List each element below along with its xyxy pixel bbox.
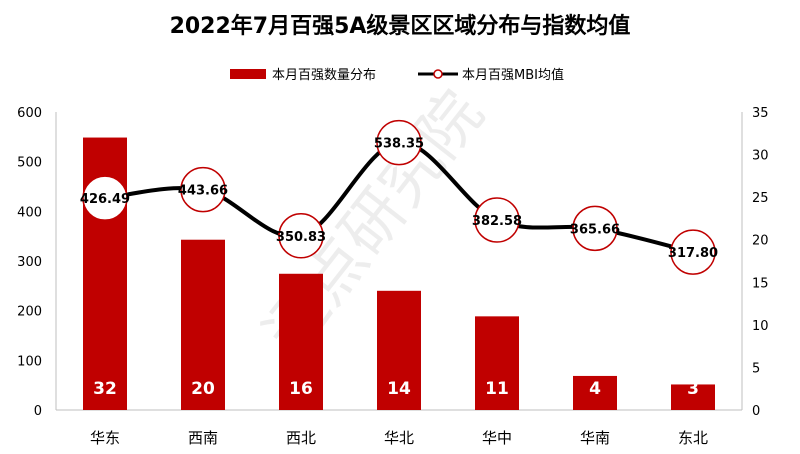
right-tick-label: 35 <box>752 106 769 121</box>
bar <box>475 316 519 410</box>
line-marker <box>572 205 618 252</box>
bar-label: 16 <box>289 379 313 399</box>
right-tick-label: 20 <box>752 234 769 249</box>
bar-label: 32 <box>93 379 117 399</box>
line-marker <box>670 229 716 275</box>
x-tick-label: 西北 <box>286 429 316 447</box>
bar <box>377 290 421 410</box>
line-marker <box>180 166 226 213</box>
line-label: 443.66 <box>178 184 228 199</box>
bar-label: 11 <box>485 379 509 399</box>
legend-line-label: 本月百强MBI均值 <box>462 68 564 83</box>
right-tick-label: 5 <box>752 361 760 376</box>
bar-label: 4 <box>589 379 601 399</box>
right-tick-label: 30 <box>752 149 769 164</box>
chart-title: 2022年7月百强5A级景区区域分布与指数均值 <box>169 14 631 39</box>
legend-line-swatch <box>418 68 458 79</box>
line-label: 365.66 <box>570 222 620 237</box>
right-tick-label: 10 <box>752 319 769 334</box>
right-tick-label: 15 <box>752 276 769 291</box>
left-tick-label: 600 <box>17 106 42 121</box>
left-tick-label: 200 <box>17 305 42 320</box>
bar <box>573 375 617 410</box>
bar <box>279 273 323 410</box>
legend-line: 本月百强MBI均值 <box>418 64 564 83</box>
line-label: 317.80 <box>668 246 718 261</box>
line-marker <box>82 175 128 221</box>
x-tick-label: 华中 <box>482 429 512 447</box>
left-tick-label: 0 <box>34 404 42 419</box>
line-marker <box>474 197 520 243</box>
legend-bar-label: 本月百强数量分布 <box>272 68 377 83</box>
x-tick-label: 东北 <box>678 429 708 447</box>
line-label: 426.49 <box>80 192 130 207</box>
bar-label: 20 <box>191 379 215 399</box>
x-tick-label: 西南 <box>188 429 218 447</box>
line-label: 538.35 <box>374 137 424 152</box>
line-marker <box>376 119 422 166</box>
line-label: 350.83 <box>276 230 326 245</box>
x-tick-label: 华东 <box>90 429 120 447</box>
legend-bar: 本月百强数量分布 <box>230 64 376 83</box>
x-tick-label: 华北 <box>384 429 414 447</box>
line-marker <box>278 213 324 259</box>
right-tick-label: 25 <box>752 191 769 206</box>
left-tick-label: 400 <box>17 205 42 220</box>
x-tick-label: 华南 <box>580 429 610 447</box>
line-label: 382.58 <box>472 214 522 229</box>
bar <box>181 239 225 410</box>
bar-label: 14 <box>387 379 411 399</box>
legend-bar-swatch <box>230 68 266 79</box>
left-tick-label: 500 <box>17 156 42 171</box>
bar <box>671 384 715 410</box>
left-tick-label: 300 <box>17 255 42 270</box>
left-tick-label: 100 <box>17 354 42 369</box>
bar-label: 3 <box>687 379 699 399</box>
right-tick-label: 0 <box>752 404 760 419</box>
